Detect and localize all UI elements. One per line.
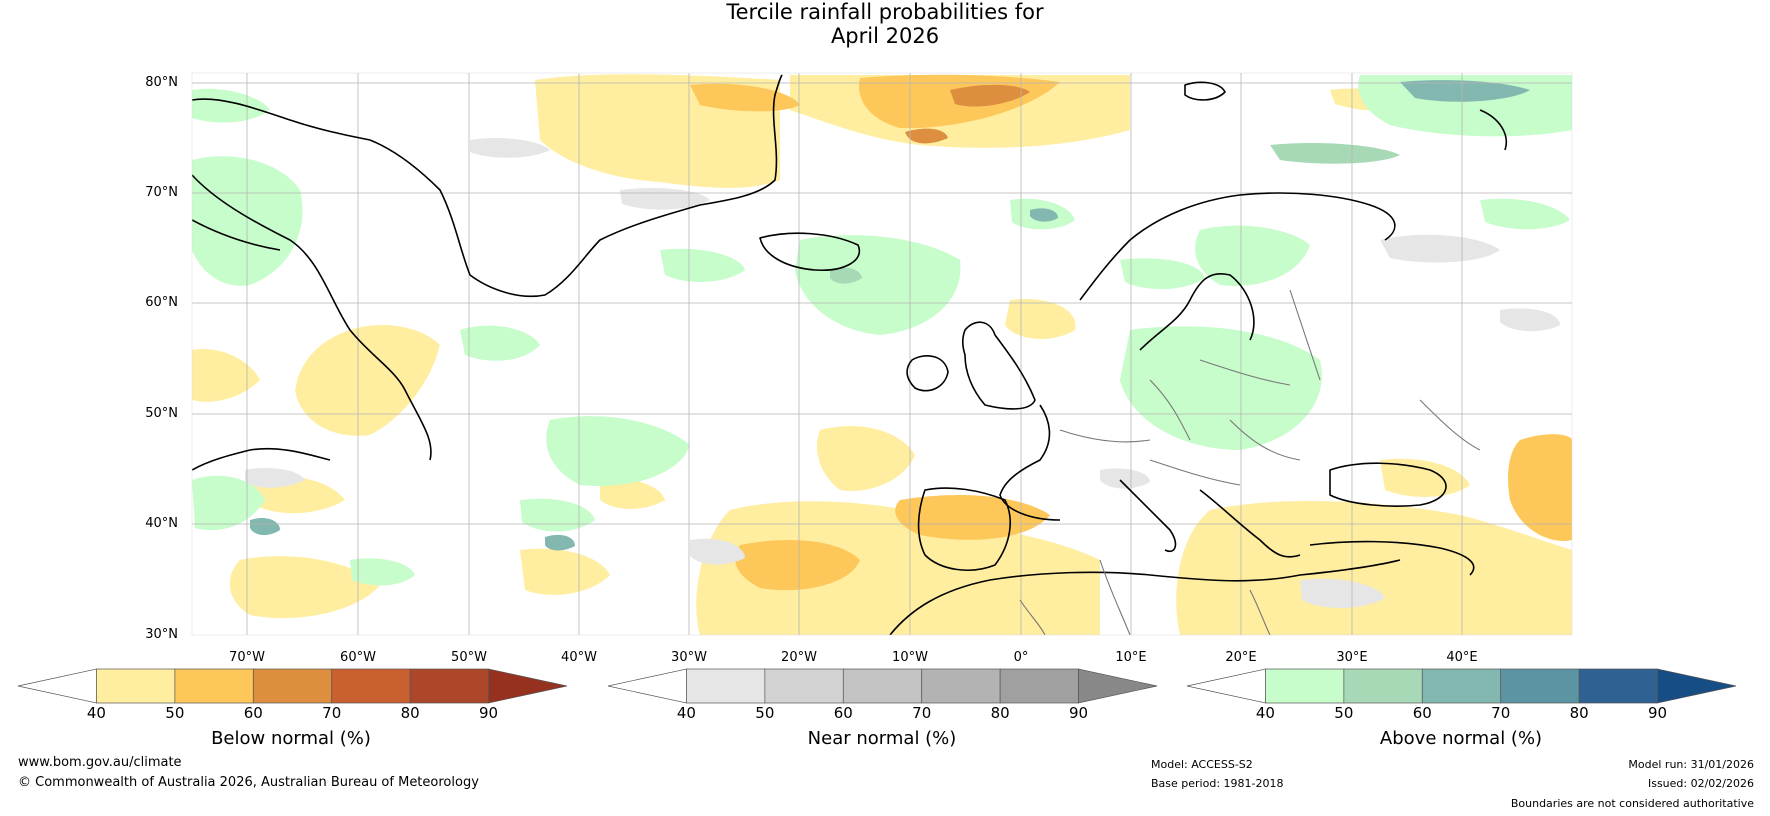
north-africa-coast bbox=[889, 559, 1401, 635]
below-colorbar-segment-6 bbox=[488, 668, 568, 704]
above-normal-label: Above normal (%) bbox=[1379, 728, 1543, 749]
lon-label-0: 0° bbox=[1013, 650, 1029, 665]
lon-label-50w: 50°W bbox=[451, 650, 487, 665]
turkey-coast bbox=[1309, 540, 1475, 576]
baltic-coast bbox=[1139, 273, 1255, 351]
lon-label-30e: 30°E bbox=[1336, 650, 1368, 665]
lat-label-30n: 30°N bbox=[145, 627, 178, 642]
near-colorbar-segment-4 bbox=[921, 668, 1001, 704]
balkans-greece-coast bbox=[1199, 489, 1301, 558]
above-colorbar-segment-5 bbox=[1578, 668, 1658, 704]
coastlines bbox=[192, 74, 1507, 635]
greenland-coast bbox=[369, 74, 783, 298]
above-colorbar-tick-60: 60 bbox=[1412, 704, 1432, 722]
above-colorbar-tick-90: 90 bbox=[1648, 704, 1668, 722]
britain-coast bbox=[961, 321, 1036, 410]
map-frame bbox=[191, 72, 1573, 636]
black-sea-coast bbox=[1329, 462, 1447, 507]
lon-label-30w: 30°W bbox=[671, 650, 707, 665]
iceland-coast bbox=[759, 232, 861, 271]
below-colorbar-tick-60: 60 bbox=[243, 704, 263, 722]
baffin-coast bbox=[192, 219, 281, 251]
near-colorbar-segment-5 bbox=[999, 668, 1079, 704]
below-colorbar-tick-70: 70 bbox=[322, 704, 342, 722]
above-colorbar-tick-80: 80 bbox=[1569, 704, 1589, 722]
below-colorbar-segment-1 bbox=[96, 668, 176, 704]
lon-label-40e: 40°E bbox=[1446, 650, 1478, 665]
above-colorbar-tick-50: 50 bbox=[1334, 704, 1354, 722]
lon-label-20w: 20°W bbox=[781, 650, 817, 665]
below-colorbar-segment-0 bbox=[17, 668, 97, 704]
near-colorbar-segment-1 bbox=[686, 668, 766, 704]
near-colorbar-tick-50: 50 bbox=[755, 704, 775, 722]
below-colorbar-segment-3 bbox=[252, 668, 333, 704]
title-line-1: Tercile rainfall probabilities for bbox=[726, 0, 1044, 24]
below-colorbar-segment-4 bbox=[331, 668, 411, 704]
colorbars bbox=[17, 668, 1737, 704]
national-borders bbox=[1019, 289, 1481, 635]
norway-sweden-coast bbox=[1079, 192, 1396, 301]
near-colorbar-segment-2 bbox=[764, 668, 844, 704]
arctic-canada-coast bbox=[192, 98, 371, 141]
below-normal-label: Below normal (%) bbox=[211, 728, 371, 749]
near-colorbar-tick-60: 60 bbox=[833, 704, 853, 722]
below-colorbar-tick-40: 40 bbox=[86, 704, 106, 722]
below-colorbar-tick-80: 80 bbox=[400, 704, 420, 722]
lat-label-60n: 60°N bbox=[145, 295, 178, 310]
iberia-coast bbox=[917, 487, 1011, 571]
above-colorbar-segment-2 bbox=[1343, 668, 1423, 704]
graticule bbox=[192, 73, 1572, 635]
lon-label-20e: 20°E bbox=[1225, 650, 1257, 665]
lon-label-40w: 40°W bbox=[561, 650, 597, 665]
issued-date: Issued: 02/02/2026 bbox=[1647, 777, 1754, 790]
below-colorbar-segment-5 bbox=[409, 668, 489, 704]
above-colorbar-segment-3 bbox=[1421, 668, 1502, 704]
above-colorbar-segment-0 bbox=[1186, 668, 1266, 704]
below-colorbar-tick-50: 50 bbox=[165, 704, 185, 722]
lon-label-70w: 70°W bbox=[229, 650, 265, 665]
near-colorbar-segment-6 bbox=[1078, 668, 1158, 704]
italy-coast bbox=[1119, 479, 1177, 552]
map-field bbox=[192, 73, 1572, 635]
below-normal-regions bbox=[192, 74, 1572, 635]
near-colorbar-tick-70: 70 bbox=[912, 704, 932, 722]
above-colorbar-tick-70: 70 bbox=[1491, 704, 1511, 722]
lat-label-40n: 40°N bbox=[145, 516, 178, 531]
above-colorbar-segment-6 bbox=[1657, 668, 1737, 704]
lat-label-70n: 70°N bbox=[145, 185, 178, 200]
novaya-zemlya-coast bbox=[1479, 109, 1507, 151]
us-east-coast bbox=[192, 447, 331, 471]
near-colorbar-segment-0 bbox=[607, 668, 687, 704]
disclaimer: Boundaries are not considered authoritat… bbox=[1510, 797, 1754, 810]
near-normal-label: Near normal (%) bbox=[807, 728, 957, 749]
above-normal-regions bbox=[192, 75, 1572, 586]
above-colorbar-tick-40: 40 bbox=[1255, 704, 1275, 722]
model-name: Model: ACCESS-S2 bbox=[1151, 758, 1253, 771]
labrador-coast bbox=[192, 174, 432, 461]
near-colorbar-tick-80: 80 bbox=[990, 704, 1010, 722]
above-colorbar-segment-1 bbox=[1265, 668, 1345, 704]
western-europe-coast bbox=[999, 404, 1061, 521]
near-colorbar-tick-90: 90 bbox=[1069, 704, 1089, 722]
model-run: Model run: 31/01/2026 bbox=[1628, 758, 1754, 771]
lon-label-10w: 10°W bbox=[892, 650, 928, 665]
near-colorbar-tick-40: 40 bbox=[676, 704, 696, 722]
lat-label-50n: 50°N bbox=[145, 406, 178, 421]
lon-label-10e: 10°E bbox=[1115, 650, 1147, 665]
copyright: © Commonwealth of Australia 2026, Austra… bbox=[18, 775, 479, 790]
ireland-coast bbox=[906, 355, 949, 392]
base-period: Base period: 1981-2018 bbox=[1151, 777, 1284, 790]
below-colorbar-tick-90: 90 bbox=[479, 704, 499, 722]
lat-label-80n: 80°N bbox=[145, 75, 178, 90]
below-colorbar-segment-2 bbox=[174, 668, 254, 704]
bom-url[interactable]: www.bom.gov.au/climate bbox=[18, 755, 182, 770]
near-colorbar-segment-3 bbox=[842, 668, 923, 704]
title-line-2: April 2026 bbox=[830, 24, 940, 48]
above-colorbar-segment-4 bbox=[1500, 668, 1580, 704]
svalbard-coast bbox=[1184, 81, 1226, 101]
chart-title: Tercile rainfall probabilities for April… bbox=[0, 0, 1770, 48]
lon-label-60w: 60°W bbox=[340, 650, 376, 665]
